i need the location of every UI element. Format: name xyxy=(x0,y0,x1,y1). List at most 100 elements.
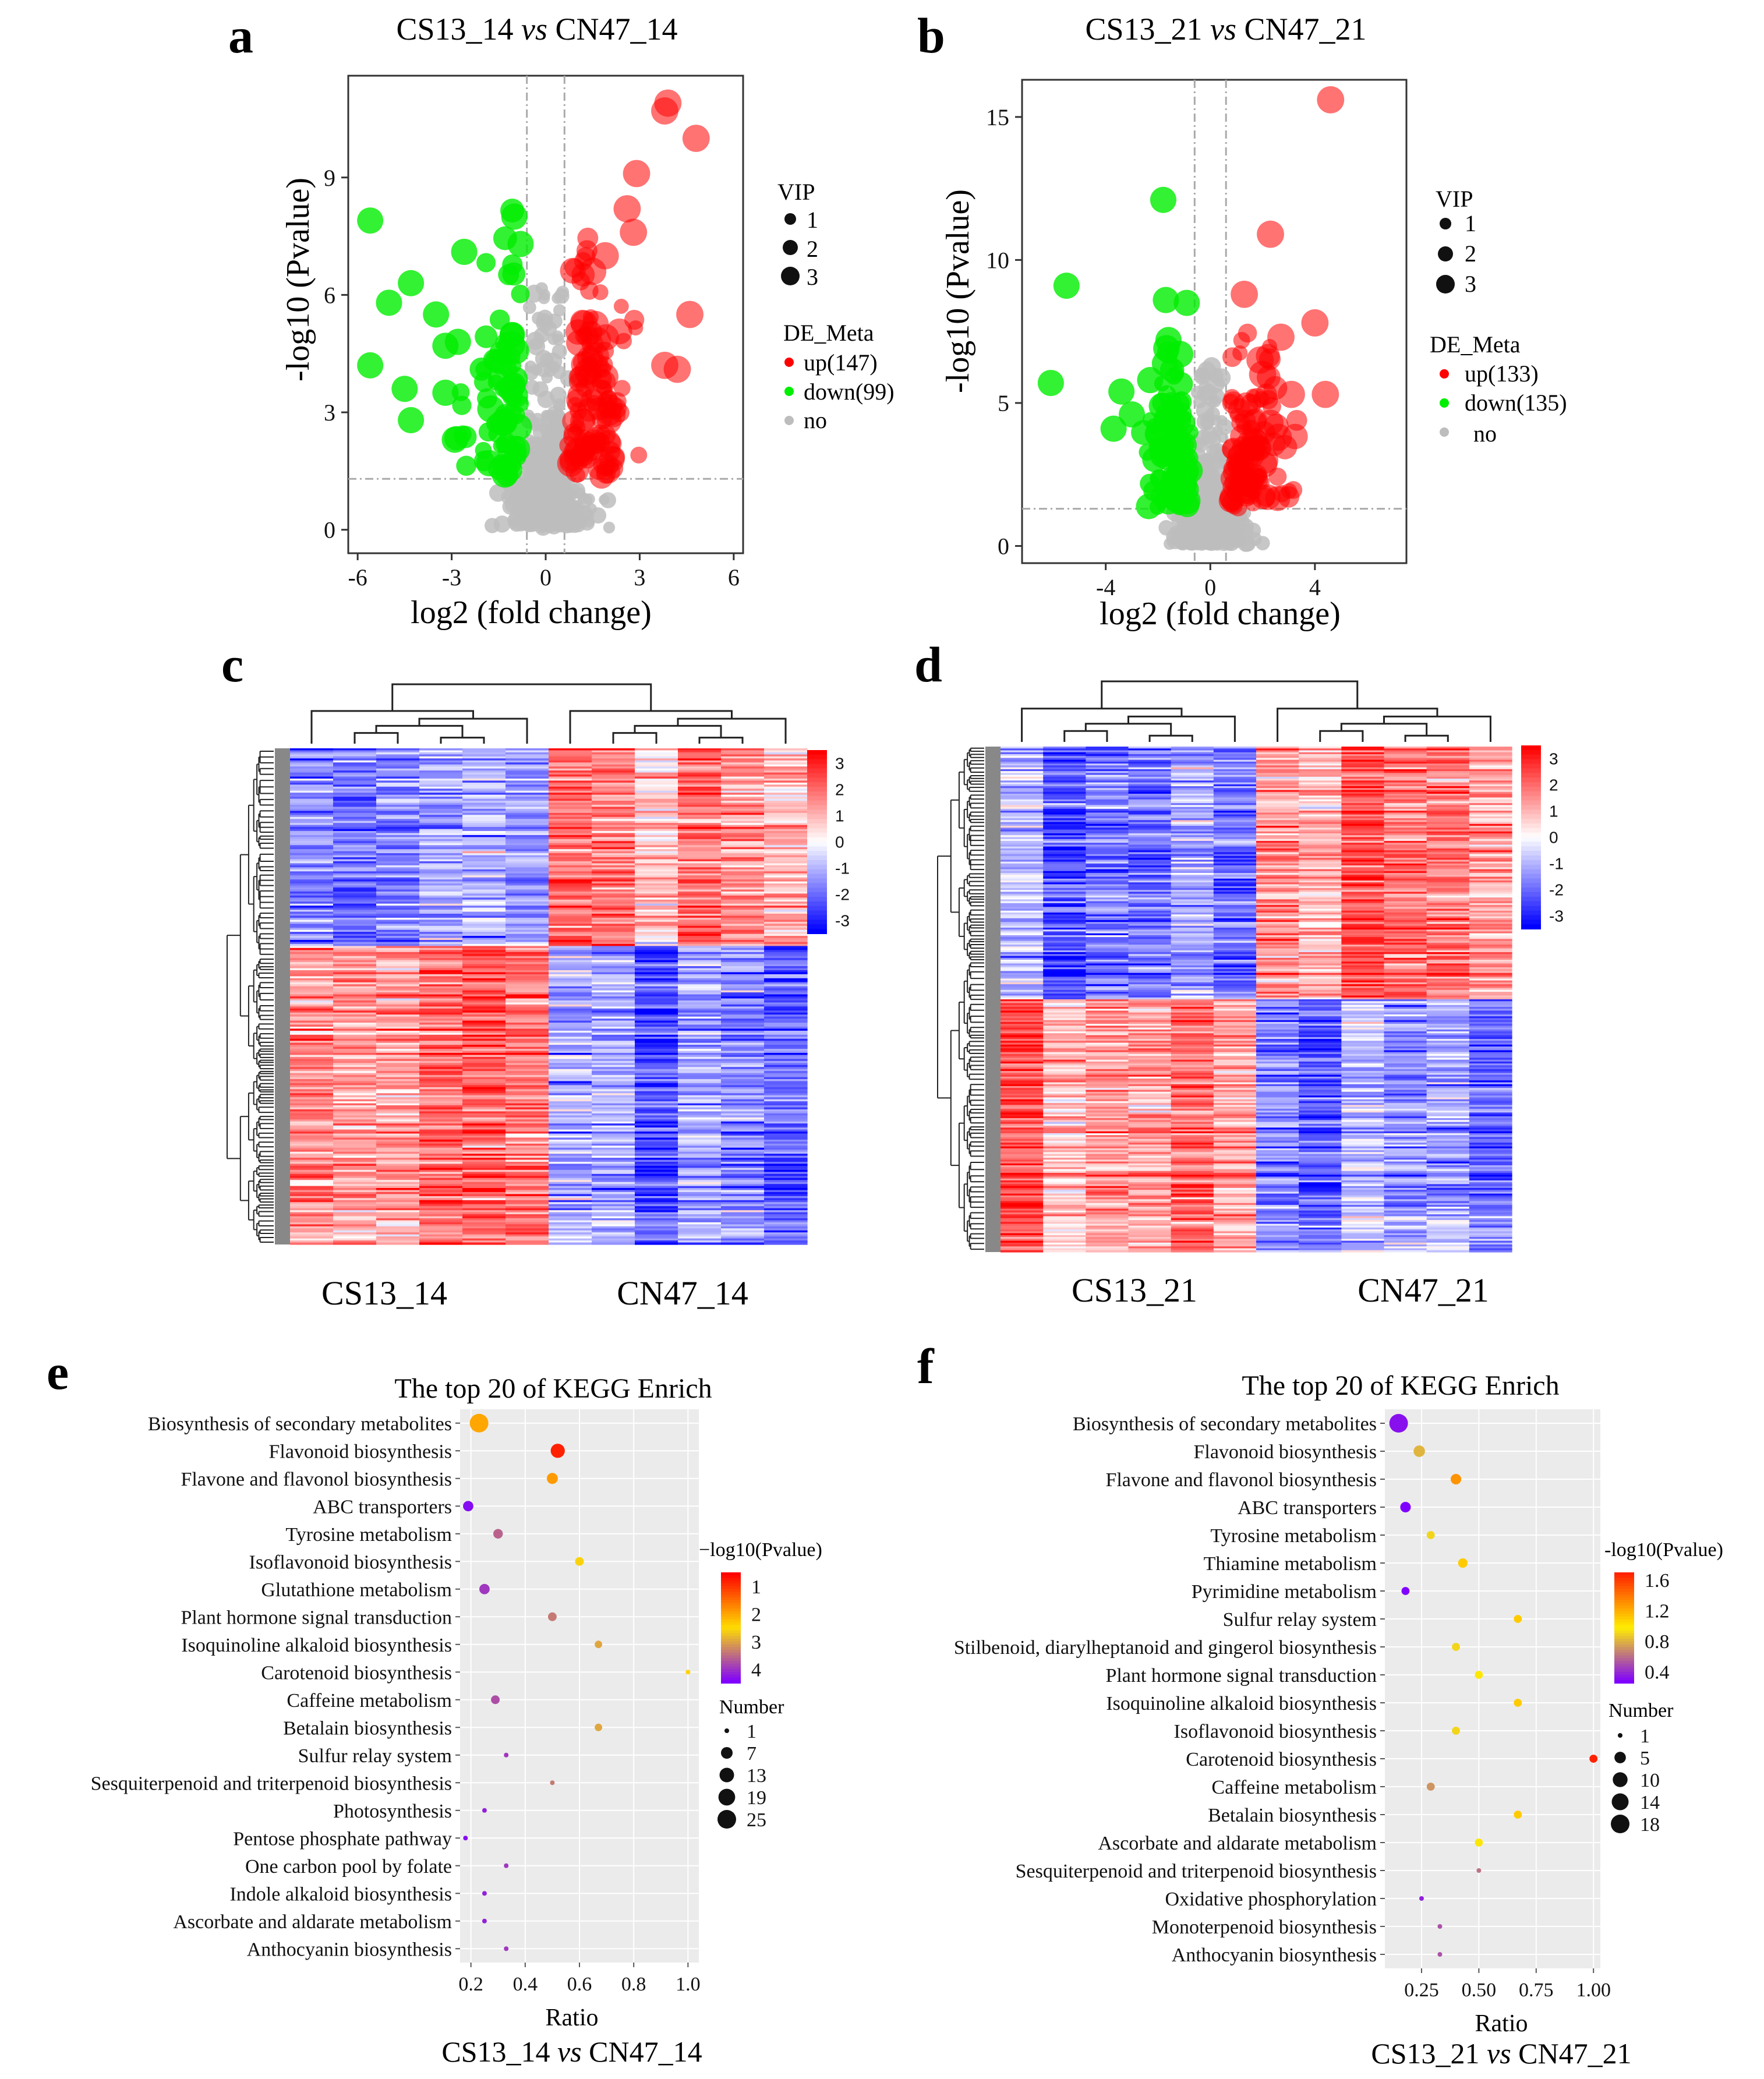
heatmap-c-cell xyxy=(549,762,592,765)
heatmap-c-cell xyxy=(721,1000,765,1003)
heatmap-d-cell xyxy=(1043,776,1086,779)
heatmap-c-cell xyxy=(376,1147,420,1150)
heatmap-c-cell xyxy=(505,1173,549,1176)
heatmap-c-cell xyxy=(462,966,506,969)
volcano-a-point-up xyxy=(613,195,641,222)
heatmap-c-cell xyxy=(333,976,377,979)
heatmap-c-cell xyxy=(333,802,377,805)
heatmap-c-cell xyxy=(505,996,549,999)
heatmap-c-cell xyxy=(635,867,678,870)
heatmap-d-cell xyxy=(1213,752,1257,755)
volcano-a-point-no xyxy=(535,282,548,295)
heatmap-c-cell xyxy=(419,1081,463,1084)
heatmap-c-cell xyxy=(721,776,765,779)
heatmap-c-cell xyxy=(462,851,506,854)
heatmap-c-cell xyxy=(290,1052,334,1056)
heatmap-c-cell xyxy=(592,1154,635,1157)
heatmap-d-cell xyxy=(1384,752,1427,755)
heatmap-c-cell xyxy=(505,1089,549,1092)
volcano-a-vip-label-1: 1 xyxy=(807,207,818,233)
heatmap-d-cell xyxy=(1043,780,1086,783)
heatmap-c-cell xyxy=(376,1204,420,1207)
heatmap-c-cell xyxy=(419,998,463,1001)
heatmap-c-cell xyxy=(721,899,765,902)
heatmap-c-cell xyxy=(419,871,463,874)
heatmap-d-cell xyxy=(1171,791,1214,794)
heatmap-c-cell xyxy=(290,861,334,864)
heatmap-c-cell xyxy=(462,1123,506,1126)
heatmap-c-cell xyxy=(462,928,506,931)
heatmap-c-cell xyxy=(635,1220,678,1223)
heatmap-c-cell xyxy=(592,1052,635,1056)
heatmap-d-cell xyxy=(1086,759,1129,762)
heatmap-c-cell xyxy=(549,891,592,894)
heatmap-d-cell xyxy=(1001,761,1044,764)
heatmap-c-cell xyxy=(764,879,808,882)
heatmap-c-cell xyxy=(592,1121,635,1124)
heatmap-c-cell xyxy=(505,845,549,848)
heatmap-c-cell xyxy=(462,1079,506,1082)
heatmap-c-cell xyxy=(290,970,334,973)
heatmap-c-cell xyxy=(678,772,722,775)
heatmap-c-cell xyxy=(376,1196,420,1198)
heatmap-c-cell xyxy=(290,1081,334,1084)
heatmap-c-cell xyxy=(592,1236,635,1239)
heatmap-c-cell xyxy=(549,1115,592,1118)
heatmap-c-cell xyxy=(376,760,420,763)
heatmap-c-cell xyxy=(764,812,808,815)
heatmap-c-cell xyxy=(333,1111,377,1114)
heatmap-c-cell xyxy=(376,1200,420,1203)
heatmap-c-cell xyxy=(333,903,377,906)
heatmap-c-cell xyxy=(764,1164,808,1166)
heatmap-c-cell xyxy=(462,1049,506,1052)
heatmap-c-cell xyxy=(290,885,334,888)
heatmap-c-cell xyxy=(549,772,592,775)
heatmap-c-cell xyxy=(549,1162,592,1165)
heatmap-c-cell xyxy=(376,764,420,767)
heatmap-c-cell xyxy=(678,1186,722,1189)
heatmap-c-cell xyxy=(290,1168,334,1171)
heatmap-c-cell xyxy=(333,924,377,927)
volcano-a-vip-label-2: 2 xyxy=(807,236,818,262)
heatmap-c-cell xyxy=(635,804,678,808)
heatmap-c-cell xyxy=(592,1014,635,1017)
heatmap-c-cell xyxy=(721,994,765,997)
heatmap-d-cell xyxy=(1001,758,1044,761)
heatmap-c-cell xyxy=(290,821,334,823)
heatmap-c-cell xyxy=(333,1236,377,1239)
heatmap-c-cell xyxy=(635,1115,678,1118)
heatmap-c-cell xyxy=(505,1186,549,1189)
heatmap-c-cell xyxy=(419,962,463,965)
heatmap-c-cell xyxy=(635,1010,678,1013)
heatmap-c-cell xyxy=(549,1105,592,1108)
heatmap-c-cell xyxy=(419,1178,463,1180)
heatmap-c-cell xyxy=(635,1073,678,1076)
heatmap-c-cell xyxy=(376,903,420,906)
heatmap-c-colorbar-tick: -1 xyxy=(835,860,850,878)
volcano-a-vip-title: VIP xyxy=(777,179,815,205)
heatmap-c-cell xyxy=(549,920,592,922)
heatmap-c-cell xyxy=(678,917,722,920)
heatmap-c-cell xyxy=(678,827,722,830)
heatmap-c-cell xyxy=(764,1087,808,1090)
heatmap-c-cell xyxy=(635,1089,678,1092)
heatmap-c-cell xyxy=(635,784,678,787)
heatmap-c-cell xyxy=(592,1012,635,1015)
heatmap-c-cell xyxy=(376,1230,420,1233)
heatmap-c-cell xyxy=(505,764,549,767)
heatmap-c-cell xyxy=(462,782,506,785)
volcano-b-point-up xyxy=(1317,86,1345,114)
heatmap-c-cell xyxy=(505,1200,549,1203)
heatmap-c-cell xyxy=(462,1060,506,1063)
heatmap-c-cell xyxy=(333,1119,377,1122)
heatmap-d-cell xyxy=(1171,763,1214,766)
heatmap-c-cell xyxy=(290,883,334,886)
heatmap-c-cell xyxy=(419,1169,463,1172)
heatmap-d-cell xyxy=(1086,786,1129,789)
heatmap-c-cell xyxy=(678,776,722,779)
heatmap-c-cell xyxy=(462,988,506,991)
heatmap-c-cell xyxy=(419,863,463,866)
volcano-b-ytick-label: 5 xyxy=(998,390,1009,416)
heatmap-c-cell xyxy=(549,1016,592,1019)
heatmap-c-cell xyxy=(333,1155,377,1158)
